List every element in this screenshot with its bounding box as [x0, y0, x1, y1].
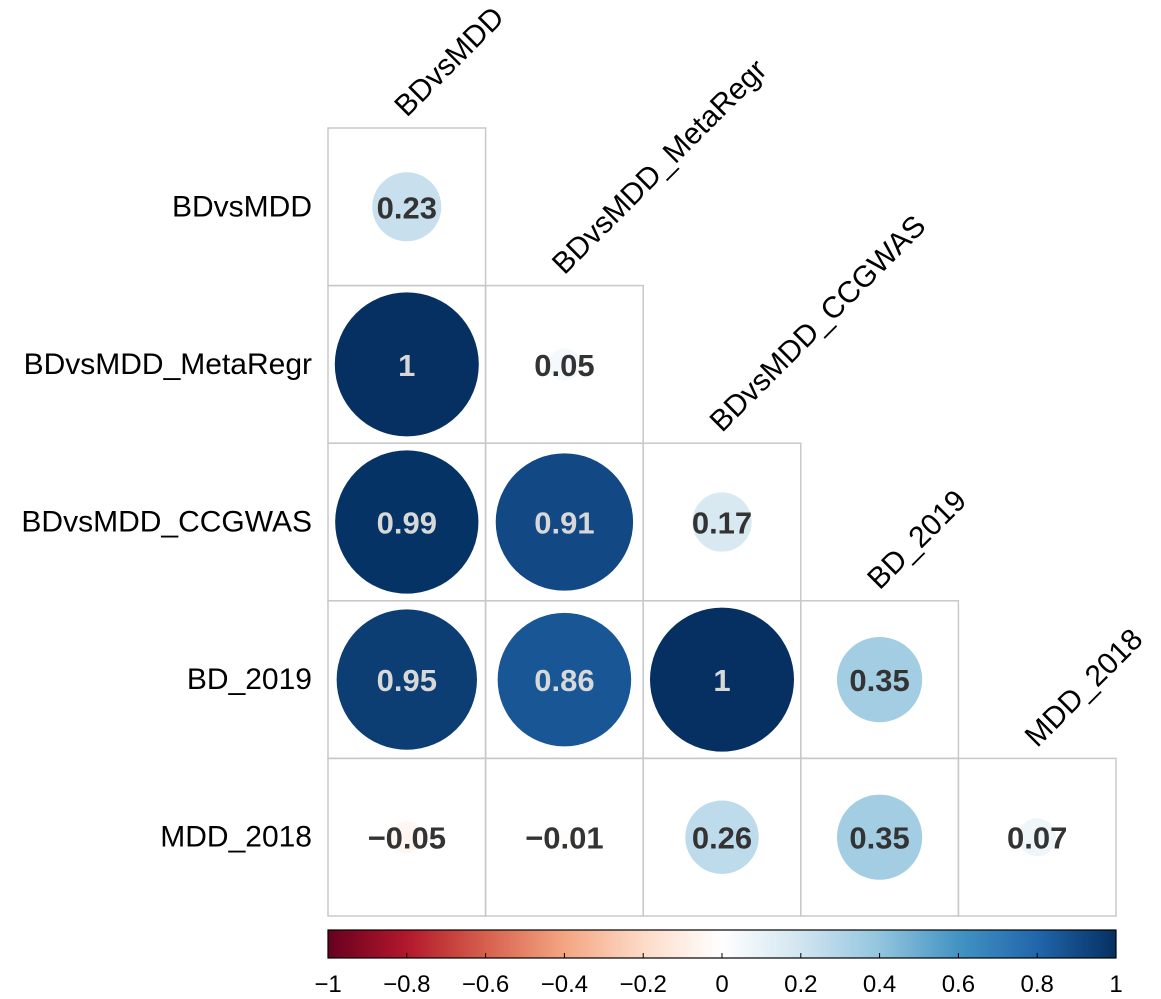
cell-box	[957, 757, 1117, 917]
color-legend-tick-label: −0.2	[620, 971, 667, 998]
correlation-circle	[335, 450, 479, 594]
column-label-bdvsmdd-metaregr: BDvsMDD_MetaRegr	[546, 53, 773, 280]
correlation-circle	[557, 830, 572, 845]
correlation-circle	[497, 612, 632, 747]
correlation-circle	[334, 292, 479, 437]
correlation-circle	[495, 453, 634, 591]
row-label-bdvsmdd-metaregr: BDvsMDD_MetaRegr	[24, 348, 312, 381]
correlation-value-label: 0.99	[377, 506, 437, 541]
correlation-value-label: −0.01	[525, 821, 603, 856]
correlation-value-label: 0.95	[377, 663, 437, 698]
color-legend-tick-label: 0.6	[942, 971, 975, 998]
correlation-value-label: 0.35	[849, 663, 909, 698]
color-legend-ticks: −1 −0.8 −0.6 −0.4 −0.2 0 0.2 0.4 0.6 0.8 1	[314, 953, 1123, 998]
correlation-circle	[837, 794, 923, 880]
correlation-circle	[692, 492, 752, 552]
correlation-value-label: 0.91	[534, 506, 594, 541]
correlation-circle	[650, 607, 794, 752]
row-label-bdvsmdd: BDvsMDD	[172, 190, 312, 223]
row-label-bdvsmdd-ccgwas: BDvsMDD_CCGWAS	[21, 506, 312, 539]
correlation-circle	[390, 821, 423, 854]
correlation-value-label: 0.35	[849, 821, 909, 856]
row-label-bd-2019: BD_2019	[187, 663, 312, 696]
correlation-circle	[548, 348, 581, 381]
row-labels: BDvsMDD BDvsMDD_MetaRegr BDvsMDD_CCGWAS BD_…	[21, 190, 312, 853]
matrix-cells: 0.23 1 0.05 0.99 0.91 0.17 0.95 0.86 1 0.35 −0.05 −…	[327, 127, 1117, 917]
correlation-value-label: 0.26	[692, 821, 752, 856]
correlation-value-label: 0.05	[534, 348, 594, 383]
color-legend-tick-label: −1	[314, 971, 341, 998]
column-label-bd-2019: BD_2019	[861, 484, 973, 596]
color-legend: −1 −0.8 −0.6 −0.4 −0.2 0 0.2 0.4 0.6 0.8 1	[314, 929, 1123, 998]
correlation-value-label: 0.23	[377, 190, 437, 225]
column-label-bdvsmdd: BDvsMDD	[388, 1, 510, 123]
color-legend-tick-label: 0.8	[1021, 971, 1054, 998]
correlation-value-label: 1	[398, 348, 415, 383]
correlation-circle	[336, 609, 477, 750]
correlation-circle	[1018, 818, 1057, 857]
correlation-value-label: 0.17	[692, 506, 752, 541]
correlation-circle	[685, 800, 759, 874]
correlation-value-label: 0.07	[1007, 821, 1067, 856]
color-legend-tick-label: 1	[1109, 971, 1122, 998]
correlation-value-label: −0.05	[368, 821, 446, 856]
column-label-mdd-2018: MDD_2018	[1019, 623, 1150, 754]
color-legend-tick-label: 0.2	[784, 971, 817, 998]
color-legend-tick-label: 0.4	[863, 971, 896, 998]
correlation-circle	[837, 637, 923, 723]
correlation-circle	[372, 172, 442, 242]
color-legend-tick-label: −0.6	[462, 971, 509, 998]
correlation-value-label: 0.86	[534, 663, 594, 698]
column-label-bdvsmdd-ccgwas: BDvsMDD_CCGWAS	[704, 209, 933, 438]
color-legend-tick-label: 0	[715, 971, 728, 998]
correlation-value-label: 1	[713, 663, 730, 698]
row-label-mdd-2018: MDD_2018	[160, 821, 312, 854]
color-legend-tick-label: −0.4	[541, 971, 588, 998]
color-legend-tick-label: −0.8	[383, 971, 430, 998]
